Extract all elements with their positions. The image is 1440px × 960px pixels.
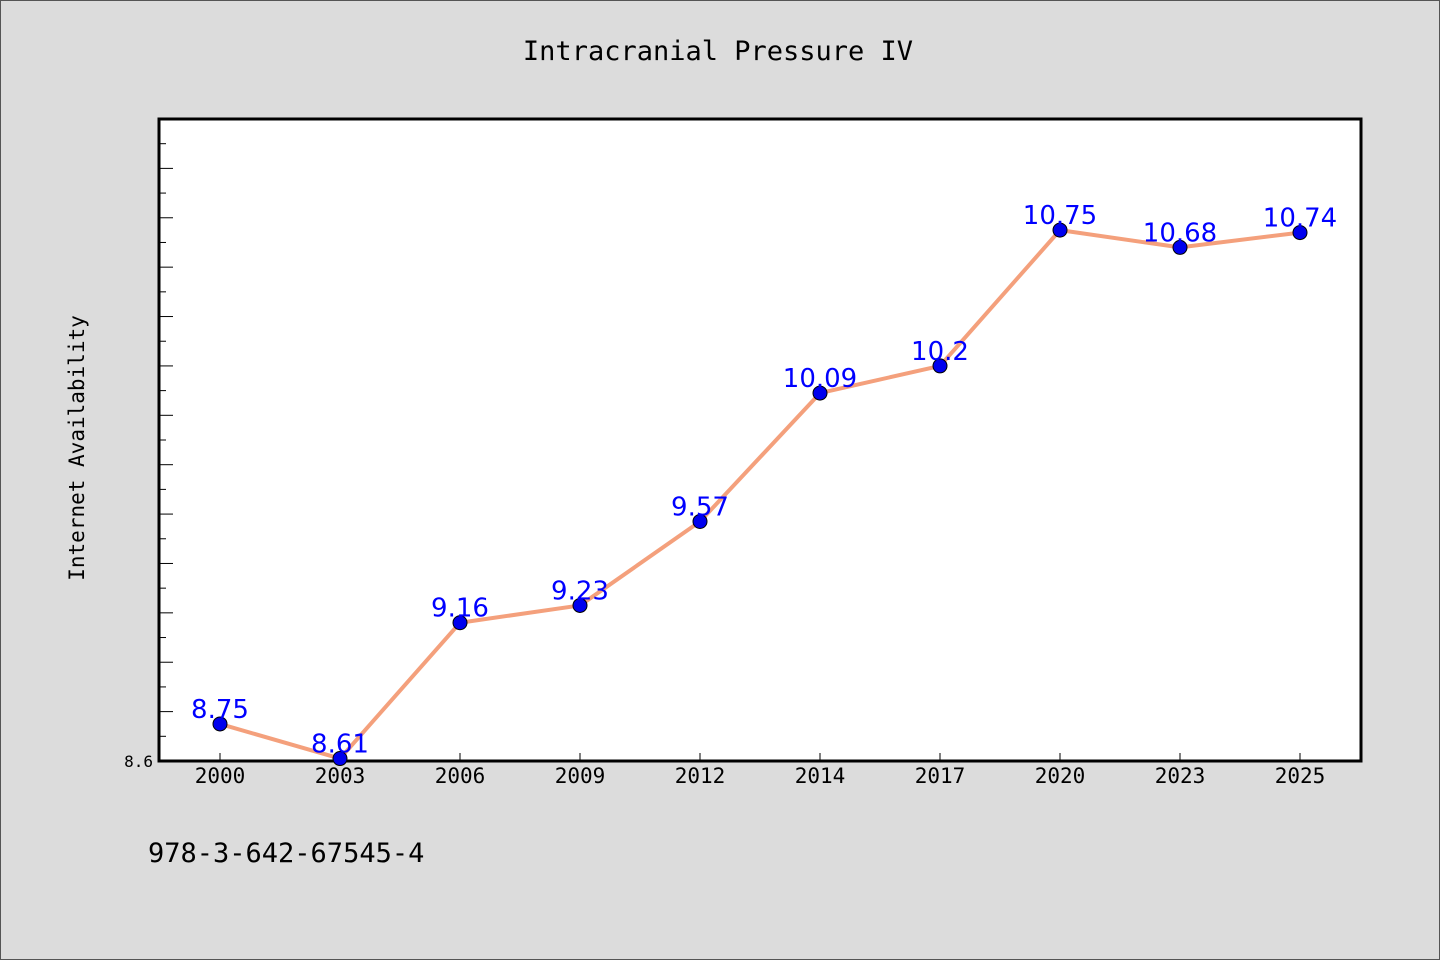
chart-title: Intracranial Pressure IV: [523, 36, 913, 67]
data-point: [692, 513, 708, 529]
data-label: 9.23: [551, 576, 609, 606]
data-point: [932, 358, 948, 374]
data-point: [452, 615, 468, 631]
data-label: 10.68: [1143, 218, 1217, 248]
series-line: [219, 228, 1301, 761]
y-tick-label: 8.6: [124, 752, 153, 771]
data-label: 9.16: [431, 594, 489, 624]
y-axis-ticks: [159, 143, 173, 762]
data-label: 8.75: [191, 695, 249, 725]
footer-isbn: 978-3-642-67545-4: [148, 838, 424, 869]
x-tick-label: 2017: [915, 764, 966, 788]
data-point: [1052, 222, 1068, 238]
data-point: [1292, 225, 1308, 241]
data-label: 10.75: [1023, 201, 1097, 231]
plot-area: [157, 117, 1363, 763]
x-tick-label: 2014: [795, 764, 846, 788]
series-layer: [212, 222, 1308, 767]
x-tick-label: 2006: [435, 764, 486, 788]
data-label: 9.57: [671, 492, 729, 522]
x-tick-label: 2000: [195, 764, 246, 788]
x-tick-label: 2012: [675, 764, 726, 788]
y-axis-label: Internet Availability: [65, 315, 89, 581]
data-label: 10.09: [783, 364, 857, 394]
x-tick-label: 2025: [1275, 764, 1326, 788]
x-tick-label: 2020: [1035, 764, 1086, 788]
x-axis-ticks: 2000 2003 2006 2009 2012 2014 2017 2020 2023 2025: [195, 753, 1326, 788]
data-point: [572, 597, 588, 613]
data-label: 10.2: [911, 337, 969, 367]
data-label: 10.74: [1263, 204, 1337, 234]
data-labels-layer: 8.75 8.61 9.16 9.23 9.57 10.09 10.2 10.75 10.68 1…: [191, 201, 1337, 759]
data-point: [812, 385, 828, 401]
data-point: [1172, 239, 1188, 255]
data-point: [212, 716, 228, 732]
data-point: [332, 751, 348, 767]
x-tick-label: 2009: [555, 764, 606, 788]
x-tick-label: 2003: [315, 764, 366, 788]
x-tick-label: 2023: [1155, 764, 1206, 788]
data-label: 8.61: [311, 730, 369, 760]
